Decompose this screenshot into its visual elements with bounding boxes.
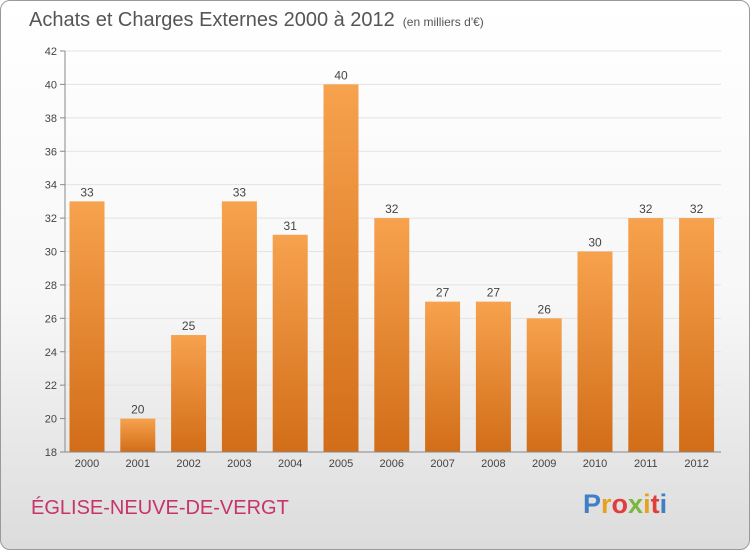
bar-2004 — [272, 234, 308, 452]
data-label: 40 — [334, 68, 348, 82]
data-label: 33 — [233, 185, 247, 199]
proxiti-logo: Proxiti — [583, 489, 668, 519]
x-tick-label: 2002 — [176, 458, 200, 470]
x-tick-label: 2005 — [329, 458, 353, 470]
x-tick-label: 2004 — [278, 458, 302, 470]
bar-2011 — [628, 218, 664, 452]
y-tick-label: 38 — [45, 113, 57, 125]
data-label: 26 — [538, 302, 552, 316]
y-tick-label: 30 — [45, 247, 57, 259]
bar-2005 — [323, 84, 359, 453]
y-tick-label: 28 — [45, 280, 57, 292]
y-tick-label: 26 — [45, 313, 57, 325]
bar-2001 — [120, 418, 156, 452]
bar-2009 — [526, 318, 562, 452]
y-tick-label: 42 — [45, 46, 57, 58]
data-label: 27 — [436, 286, 450, 300]
x-tick-label: 2012 — [684, 458, 708, 470]
x-tick-label: 2008 — [481, 458, 505, 470]
data-label: 32 — [639, 202, 653, 216]
bars — [69, 84, 715, 453]
x-tick-label: 2007 — [430, 458, 454, 470]
bar-2007 — [425, 301, 461, 452]
y-tick-label: 34 — [45, 180, 57, 192]
y-tick-label: 36 — [45, 146, 57, 158]
data-label: 32 — [690, 202, 704, 216]
x-tick-label: 2003 — [227, 458, 251, 470]
x-tick-label: 2011 — [634, 458, 658, 470]
y-tick-label: 20 — [45, 414, 57, 426]
bar-2006 — [374, 218, 410, 452]
labels: 18 20 22 24 26 28 30 32 34 36 38 40 42 33 2000 20 2001 25… — [45, 46, 709, 470]
bar-2003 — [221, 201, 257, 452]
axes — [60, 50, 721, 453]
x-tick-label: 2006 — [380, 458, 404, 470]
bar-2010 — [577, 251, 613, 452]
x-tick-label: 2000 — [75, 458, 99, 470]
x-tick-label: 2001 — [126, 458, 150, 470]
y-tick-label: 18 — [45, 447, 57, 459]
y-tick-label: 22 — [45, 380, 57, 392]
y-tick-label: 32 — [45, 213, 57, 225]
bar-2000 — [69, 201, 105, 452]
data-label: 27 — [487, 286, 501, 300]
data-label: 20 — [131, 403, 145, 417]
data-label: 30 — [588, 236, 602, 250]
chart-unit: (en milliers d'€) — [402, 15, 484, 29]
bar-2008 — [475, 301, 511, 452]
data-label: 32 — [385, 202, 399, 216]
x-tick-label: 2009 — [532, 458, 556, 470]
chart-title-text: Achats et Charges Externes 2000 à 2012 — [29, 9, 395, 31]
location-name: ÉGLISE-NEUVE-DE-VERGT — [31, 497, 289, 519]
data-label: 25 — [182, 319, 196, 333]
bar-2012 — [679, 218, 715, 452]
bar-2002 — [171, 335, 207, 452]
y-tick-label: 40 — [45, 79, 57, 91]
x-tick-label: 2010 — [583, 458, 607, 470]
chart-title: Achats et Charges Externes 2000 à 2012 (e… — [29, 9, 484, 32]
data-label: 33 — [80, 185, 94, 199]
data-label: 31 — [284, 219, 298, 233]
y-tick-label: 24 — [45, 347, 57, 359]
